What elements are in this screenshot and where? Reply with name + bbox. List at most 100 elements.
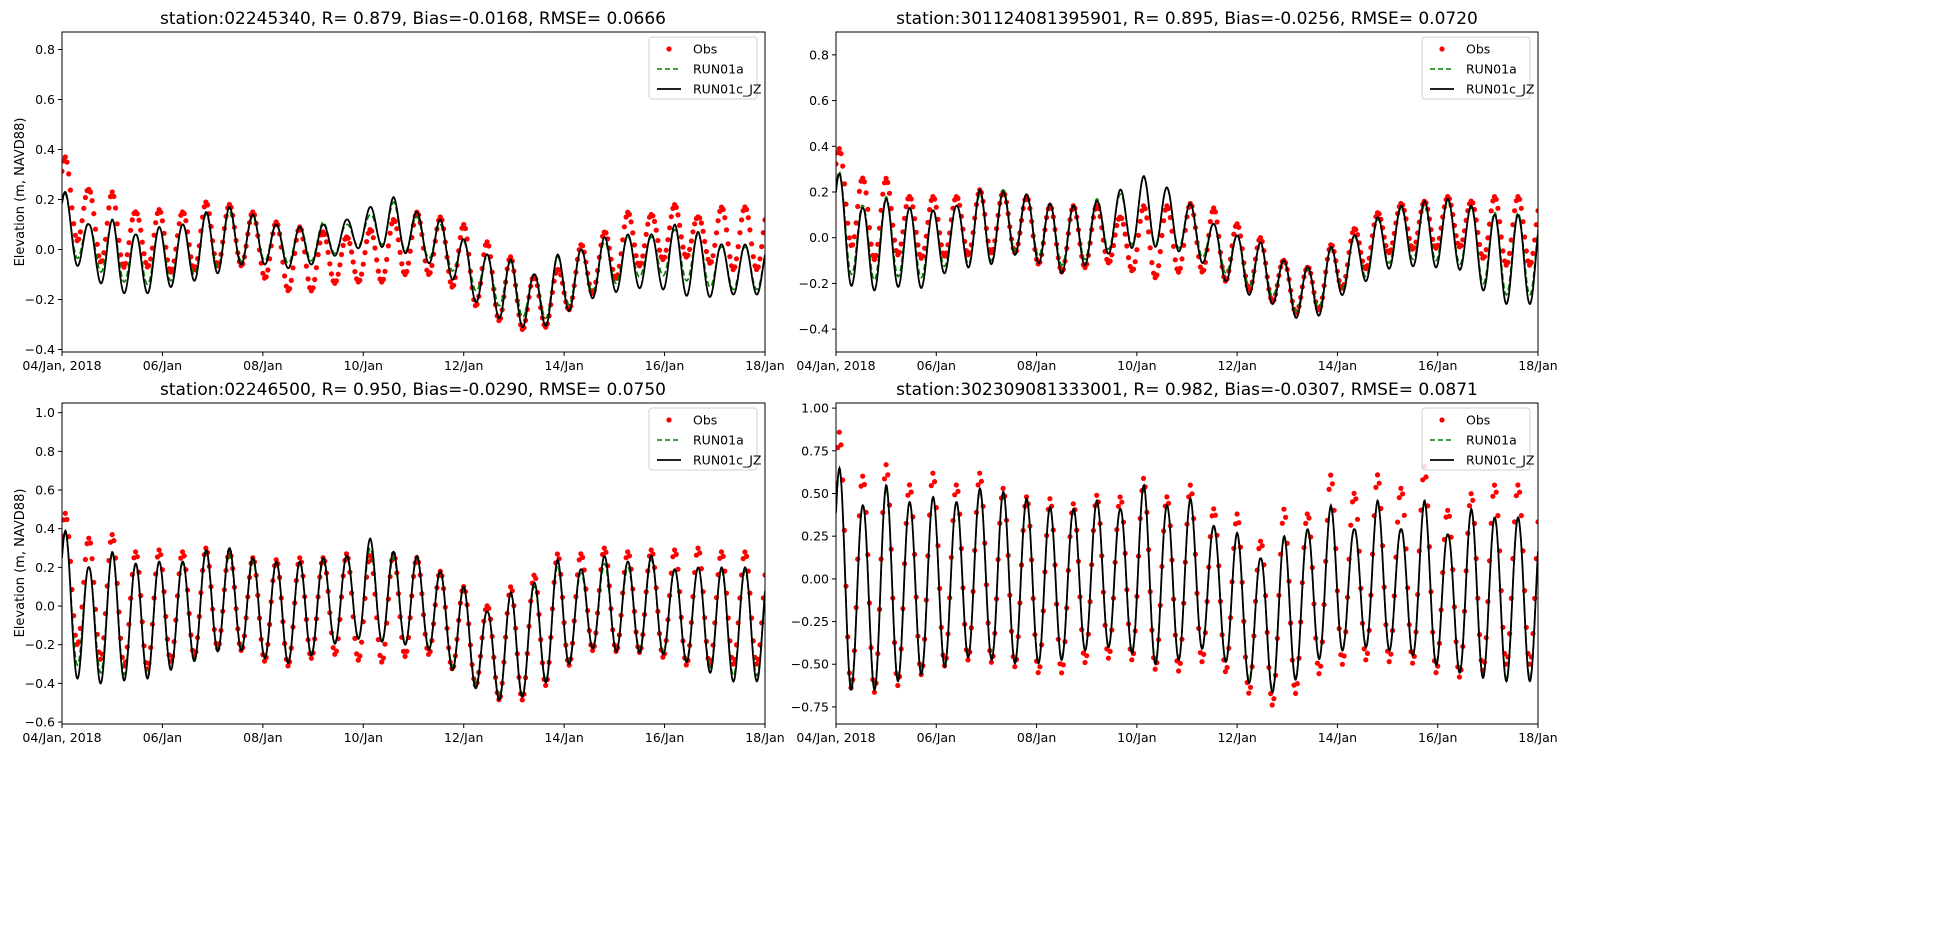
obs-point — [556, 267, 562, 273]
obs-point — [263, 274, 269, 280]
obs-point — [871, 256, 878, 263]
obs-point — [757, 256, 763, 262]
obs-point — [1120, 221, 1127, 227]
obs-point — [1236, 224, 1242, 230]
obs-point — [1142, 206, 1148, 212]
obs-point — [136, 217, 142, 223]
obs-point — [1134, 247, 1140, 253]
obs-point — [62, 510, 68, 516]
legend-item-run01a: RUN01a — [657, 433, 744, 448]
obs-point — [67, 187, 73, 193]
obs-point — [620, 237, 626, 243]
obs-point — [1364, 650, 1371, 657]
obs-point — [69, 205, 75, 211]
x-tick-label: 16/Jan — [1418, 358, 1457, 373]
obs-point — [1224, 664, 1230, 671]
x-tick-label: 08/Jan — [243, 730, 282, 745]
obs-point — [720, 206, 726, 213]
obs-point — [1179, 256, 1185, 262]
obs-point — [855, 203, 861, 210]
y-tick-label: −0.50 — [791, 657, 829, 672]
obs-point — [362, 250, 368, 256]
obs-point — [181, 553, 187, 559]
obs-point — [1172, 257, 1178, 263]
y-tick-label: −0.4 — [25, 342, 55, 357]
obs-point — [668, 214, 674, 220]
obs-point — [399, 261, 405, 267]
obs-point — [1047, 496, 1053, 502]
obs-point — [484, 239, 490, 245]
obs-point — [1246, 690, 1252, 696]
obs-point — [1144, 215, 1150, 221]
axes-frame — [61, 402, 766, 725]
obs-point — [695, 545, 701, 551]
obs-point — [1114, 222, 1120, 229]
obs-point — [685, 252, 691, 258]
legend-box — [648, 36, 758, 100]
obs-point — [1512, 208, 1518, 214]
obs-point — [111, 538, 117, 544]
obs-point — [82, 556, 88, 563]
x-tick-label: 12/Jan — [1217, 730, 1256, 745]
obs-point — [932, 196, 938, 202]
obs-point — [282, 273, 288, 279]
obs-point — [310, 285, 316, 291]
obs-point — [978, 478, 985, 484]
legend-item-obs: Obs — [666, 42, 717, 57]
obs-point — [906, 482, 913, 488]
obs-point — [1171, 243, 1177, 249]
obs-point — [464, 236, 470, 242]
obs-point — [1515, 482, 1521, 488]
obs-point — [138, 227, 144, 233]
obs-point — [158, 552, 164, 558]
obs-point — [66, 171, 72, 177]
y-tick-label: 0.6 — [35, 92, 55, 107]
obs-point — [1528, 259, 1534, 265]
obs-point — [975, 482, 981, 488]
obs-point — [631, 242, 638, 248]
obs-point — [337, 262, 343, 268]
panel-top-left: station:02245340, R= 0.879, Bias=-0.0168… — [13, 9, 785, 373]
obs-point — [102, 236, 109, 242]
x-tick-label: 04/Jan, 2018 — [22, 730, 101, 745]
obs-point — [1082, 659, 1088, 666]
obs-point — [382, 641, 388, 647]
obs-point — [920, 253, 926, 259]
obs-point — [1339, 661, 1345, 667]
obs-point — [1522, 234, 1528, 240]
legend-marker — [666, 46, 672, 52]
obs-point — [1388, 247, 1394, 253]
obs-point — [407, 248, 413, 254]
obs-point — [1236, 520, 1242, 526]
obs-point — [733, 256, 740, 262]
obs-point — [953, 482, 959, 488]
y-tick-label: 0.25 — [801, 529, 829, 544]
obs-point — [129, 217, 135, 223]
obs-point — [655, 237, 661, 244]
obs-point — [405, 260, 412, 266]
obs-point — [360, 261, 366, 267]
obs-point — [700, 228, 706, 234]
obs-point — [838, 442, 844, 448]
obs-point — [836, 146, 842, 152]
y-axis-label: Elevation (m, NAVD88) — [13, 489, 28, 638]
obs-point — [643, 231, 649, 237]
obs-point — [134, 554, 140, 560]
legend-item-run01c-jz: RUN01c_JZ — [657, 453, 761, 468]
legend-marker — [1439, 46, 1445, 52]
obs-point — [364, 239, 370, 245]
legend-box — [648, 407, 758, 471]
obs-point — [1152, 666, 1158, 672]
obs-point — [861, 179, 868, 185]
obs-point — [1161, 218, 1167, 224]
obs-point — [265, 267, 271, 273]
x-tick-label: 12/Jan — [444, 358, 483, 373]
obs-point — [713, 230, 720, 236]
obs-point — [1341, 653, 1347, 659]
obs-point — [397, 249, 403, 255]
obs-point — [1212, 209, 1218, 215]
obs-point — [313, 265, 319, 271]
obs-point — [429, 262, 435, 269]
obs-point — [662, 254, 668, 260]
